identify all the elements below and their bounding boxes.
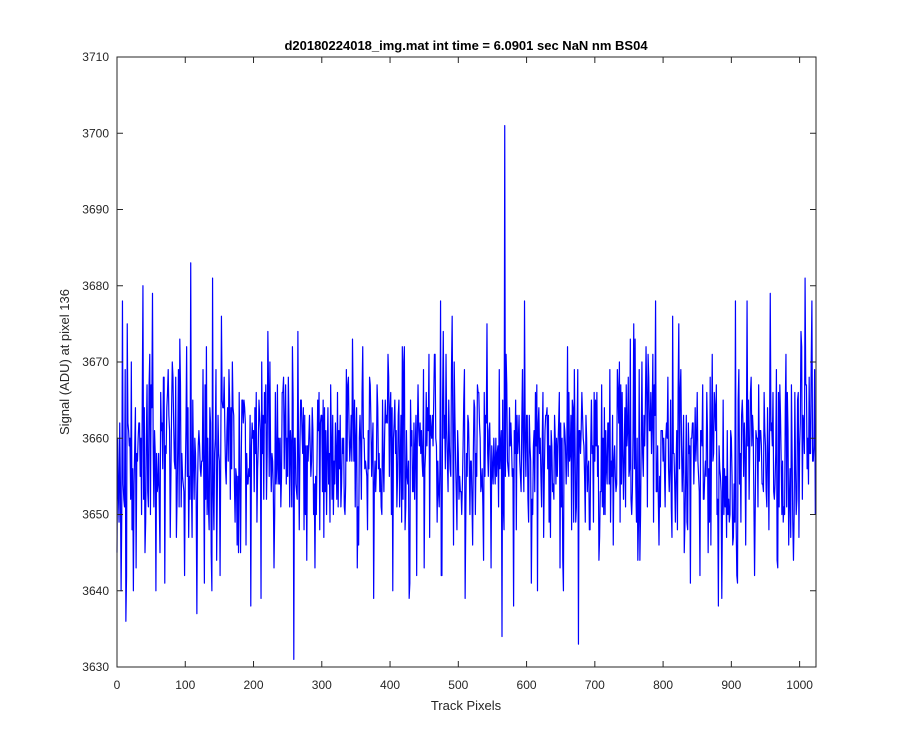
x-axis-label: Track Pixels — [431, 698, 502, 713]
y-tick-label: 3680 — [82, 279, 109, 293]
y-tick-label: 3670 — [82, 355, 109, 369]
y-tick-label: 3650 — [82, 508, 109, 522]
series-line — [116, 125, 816, 660]
chart-title: d20180224018_img.mat int time = 6.0901 s… — [284, 38, 648, 53]
x-tick-label: 700 — [585, 678, 605, 692]
x-tick-label: 0 — [114, 678, 121, 692]
y-tick-label: 3690 — [82, 203, 109, 217]
x-tick-label: 200 — [244, 678, 264, 692]
x-tick-label: 1000 — [786, 678, 813, 692]
plot-area — [116, 56, 817, 668]
y-axis-label: Signal (ADU) at pixel 136 — [57, 289, 72, 435]
x-tick-label: 500 — [448, 678, 468, 692]
y-tick-label: 3710 — [82, 50, 109, 64]
x-axis: 0 100 200 300 400 500 600 700 800 900 1000 — [114, 57, 813, 692]
y-tick-label: 3700 — [82, 126, 109, 140]
x-tick-label: 100 — [175, 678, 195, 692]
y-tick-label: 3640 — [82, 584, 109, 598]
x-tick-label: 400 — [380, 678, 400, 692]
y-tick-label: 3660 — [82, 431, 109, 445]
x-tick-label: 600 — [517, 678, 537, 692]
y-axis: 3630 3640 3650 3660 3670 3680 3690 3700 3710 — [82, 50, 816, 674]
x-tick-label: 800 — [653, 678, 673, 692]
x-tick-label: 300 — [312, 678, 332, 692]
x-tick-label: 900 — [721, 678, 741, 692]
y-tick-label: 3630 — [82, 660, 109, 674]
